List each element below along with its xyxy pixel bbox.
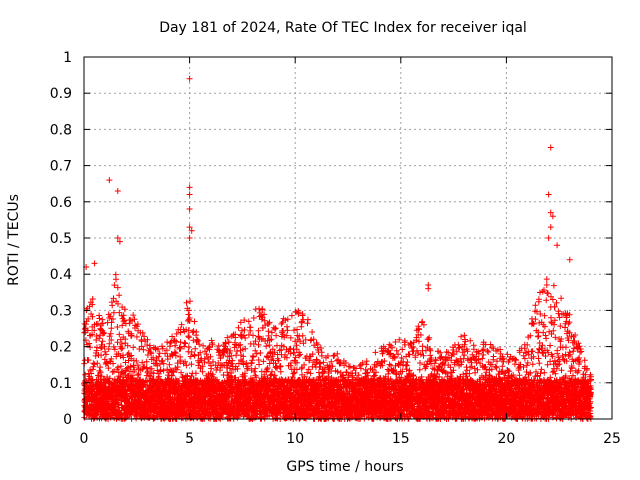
roti-outlier-point <box>186 184 193 191</box>
y-tick-label: 0.2 <box>50 340 72 356</box>
roti-outlier-point <box>188 227 195 234</box>
roti-outlier-point <box>114 235 121 241</box>
y-tick-label: 0.4 <box>50 267 72 283</box>
y-tick-label: 0.9 <box>50 86 72 102</box>
y-tick-label: 0.8 <box>50 122 72 138</box>
x-tick-label: 20 <box>497 431 515 447</box>
roti-outlier-point <box>545 235 552 241</box>
roti-outlier-point <box>566 256 573 263</box>
x-tick-label: 10 <box>286 431 304 447</box>
roti-outlier-point <box>425 285 432 292</box>
roti-outlier-point <box>547 224 554 231</box>
roti-outlier-point <box>91 260 98 267</box>
y-tick-label: 1 <box>63 50 72 66</box>
roti-outlier-point <box>114 187 121 194</box>
roti-outlier-point <box>186 75 193 82</box>
roti-outlier-point <box>547 144 554 151</box>
y-tick-label: 0.6 <box>50 195 72 211</box>
roti-outlier-point <box>106 177 113 184</box>
x-tick-label: 25 <box>603 431 621 447</box>
roti-outlier-point <box>549 213 556 220</box>
y-tick-label: 0.1 <box>50 376 72 392</box>
roti-outlier-point <box>186 206 193 213</box>
roti-outlier-point <box>116 238 123 245</box>
roti-outlier-point <box>186 224 193 231</box>
y-tick-label: 0.5 <box>50 231 72 247</box>
x-tick-label: 5 <box>185 431 194 447</box>
axis-ticks: 0 5 10 15 20 25 0 0.1 0.2 0.3 0.4 0.5 0.6 0.7 0.8 0.9 1 <box>50 50 621 447</box>
x-tick-label: 15 <box>392 431 410 447</box>
x-tick-label: 0 <box>80 431 89 447</box>
roti-outlier-point <box>547 209 554 216</box>
y-tick-label: 0 <box>63 412 72 428</box>
x-axis-label: GPS time / hours <box>286 459 403 475</box>
roti-outlier-point <box>186 235 193 241</box>
y-tick-label: 0.7 <box>50 159 72 175</box>
chart-title: Day 181 of 2024, Rate Of TEC Index for r… <box>159 20 527 36</box>
roti-outlier-point <box>554 242 561 249</box>
y-axis-label: ROTI / TECUs <box>6 194 22 286</box>
roti-point-cloud <box>81 271 594 422</box>
roti-outlier-point <box>186 191 193 198</box>
data-points <box>81 75 594 422</box>
y-tick-label: 0.3 <box>50 303 72 319</box>
roti-outlier-point <box>545 191 552 198</box>
